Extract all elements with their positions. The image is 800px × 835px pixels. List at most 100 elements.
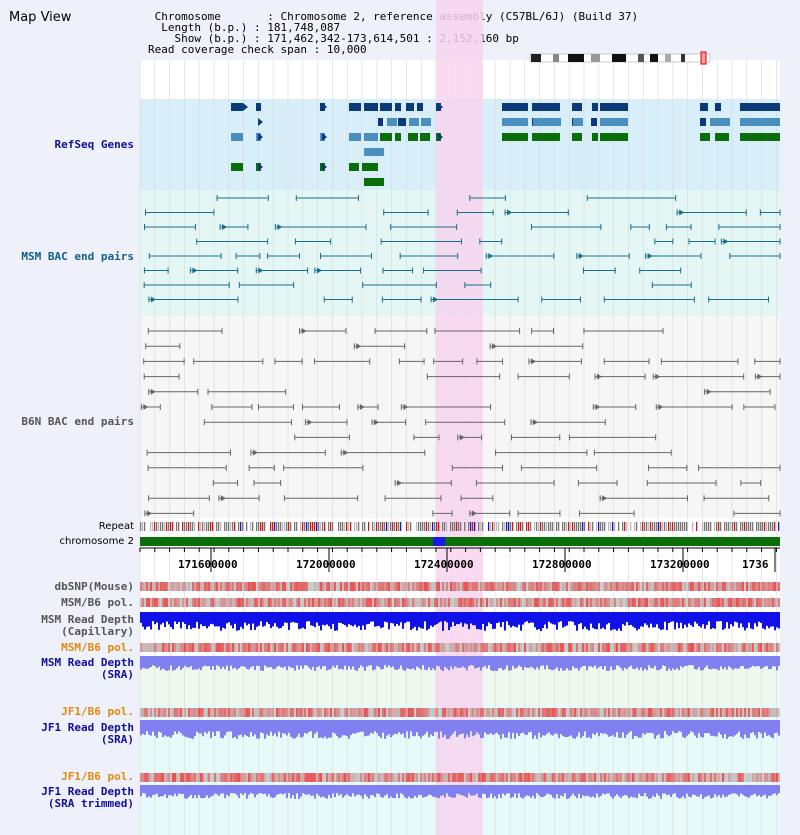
jf1-sra-depth-bin (288, 720, 290, 733)
jf1-sra-depth-bin (230, 720, 232, 732)
msm-sra-depth-bin (402, 656, 404, 670)
msm-b6-pol-bin (320, 643, 322, 652)
jf1-b6-pol-bin (688, 708, 690, 717)
msm-capillary-depth-bin (142, 612, 144, 627)
chromosome-ideogram[interactable] (529, 51, 711, 65)
dbsnp-bin (256, 582, 258, 591)
dbsnp-bin (342, 582, 344, 591)
jf1-sra-depth-bin (536, 720, 538, 739)
track-label-msm-depth-sra[interactable]: MSM Read Depth (SRA) (41, 657, 134, 681)
jf1-b6-pol-bin (610, 773, 612, 782)
jf1-sra-depth-bin (610, 720, 612, 737)
msm-b6-pol-bin (688, 598, 690, 607)
repeat-element (636, 522, 638, 531)
track-label-msm-b6-pol-1[interactable]: MSM/B6 pol. (61, 596, 134, 609)
msm-capillary-depth-bin (490, 612, 492, 625)
msm-b6-pol-bin (426, 643, 428, 652)
dbsnp-bin (176, 582, 178, 591)
jf1-sra-depth-bin (156, 720, 158, 738)
jf1-trimmed-depth-bin (624, 785, 626, 795)
msm-sra-depth-bin (502, 656, 504, 671)
jf1-sra-depth-bin (730, 720, 732, 737)
jf1-b6-pol-bin (764, 708, 766, 717)
msm-b6-pol-bin (422, 598, 424, 607)
highlight-region[interactable] (436, 0, 483, 835)
jf1-sra-depth-bin (488, 720, 490, 735)
gene-block (572, 103, 582, 111)
dbsnp-bin (218, 582, 220, 591)
msm-b6-pol-bin (410, 643, 412, 652)
msm-sra-depth-bin (286, 656, 288, 671)
repeat-element (220, 522, 222, 531)
msm-b6-pol-bin (328, 598, 330, 607)
track-label-jf1-b6-pol-1[interactable]: JF1/B6 pol. (61, 705, 134, 718)
dbsnp-bin (150, 582, 152, 591)
jf1-b6-pol-bin (476, 773, 478, 782)
snp-tracks[interactable] (140, 582, 780, 782)
jf1-sra-depth-bin (570, 720, 572, 736)
jf1-trimmed-depth-bin (264, 785, 266, 794)
dbsnp-bin (560, 582, 562, 591)
jf1-b6-pol-bin (274, 708, 276, 717)
repeat-element (348, 522, 350, 531)
b6n-bac-pairs[interactable] (140, 328, 781, 517)
refseq-genes[interactable] (231, 103, 780, 186)
msm-sra-depth-bin (454, 656, 456, 667)
msm-b6-pol-bin (352, 643, 354, 652)
dbsnp-bin (264, 582, 266, 591)
dbsnp-bin (730, 582, 732, 591)
dbsnp-bin (434, 582, 436, 591)
dbsnp-bin (314, 582, 316, 591)
jf1-sra-depth-bin (506, 720, 508, 738)
track-label-refseq[interactable]: RefSeq Genes (54, 138, 134, 151)
jf1-sra-depth-bin (326, 720, 328, 739)
dbsnp-bin (312, 582, 314, 591)
jf1-b6-pol-bin (214, 708, 216, 717)
jf1-trimmed-depth-bin (532, 785, 534, 796)
msm-b6-pol-bin (740, 643, 742, 652)
msm-capillary-depth-bin (708, 612, 710, 622)
dbsnp-bin (480, 582, 482, 591)
jf1-trimmed-depth-bin (358, 785, 360, 795)
track-label-dbsnp[interactable]: dbSNP(Mouse) (54, 580, 134, 593)
msm-bac-pairs[interactable] (143, 195, 781, 303)
msm-sra-depth-bin (308, 656, 310, 668)
msm-capillary-depth-bin (174, 612, 176, 622)
jf1-sra-depth-bin (702, 720, 704, 738)
dbsnp-bin (698, 582, 700, 591)
track-label-jf1-depth-sra[interactable]: JF1 Read Depth (SRA) (41, 722, 134, 746)
track-label-msm-bac[interactable]: MSM BAC end pairs (21, 250, 134, 263)
jf1-trimmed-depth-bin (484, 785, 486, 795)
msm-b6-pol-bin (464, 598, 466, 607)
track-label-b6n-bac[interactable]: B6N BAC end pairs (21, 415, 134, 428)
repeat-element (446, 522, 448, 531)
msm-capillary-depth-bin (314, 612, 316, 628)
jf1-trimmed-depth-bin (176, 785, 178, 797)
track-label-msm-depth-cap[interactable]: MSM Read Depth (Capillary) (41, 614, 134, 638)
jf1-trimmed-depth-bin (724, 785, 726, 798)
repeat-element (680, 522, 682, 531)
jf1-sra-depth-bin (692, 720, 694, 733)
chromosome-bar[interactable] (140, 537, 780, 546)
jf1-b6-pol-bin (270, 708, 272, 717)
msm-b6-pol-bin (140, 643, 142, 652)
msm-b6-pol-bin (282, 598, 284, 607)
dbsnp-bin (420, 582, 422, 591)
msm-capillary-depth-bin (420, 612, 422, 629)
dbsnp-bin (482, 582, 484, 591)
jf1-trimmed-depth-bin (434, 785, 436, 798)
jf1-b6-pol-bin (508, 708, 510, 717)
jf1-b6-pol-bin (334, 773, 336, 782)
jf1-b6-pol-bin (752, 708, 754, 717)
track-label-jf1-b6-pol-2[interactable]: JF1/B6 pol. (61, 770, 134, 783)
jf1-b6-pol-bin (480, 773, 482, 782)
jf1-b6-pol-bin (306, 708, 308, 717)
track-label-jf1-depth-trim[interactable]: JF1 Read Depth (SRA trimmed) (41, 786, 134, 810)
gene-arrow-icon (322, 163, 327, 171)
track-label-msm-b6-pol-2[interactable]: MSM/B6 pol. (61, 641, 134, 654)
read-depth-tracks[interactable] (140, 612, 780, 799)
jf1-sra-depth-bin (254, 720, 256, 735)
repeat-track[interactable] (140, 522, 780, 531)
